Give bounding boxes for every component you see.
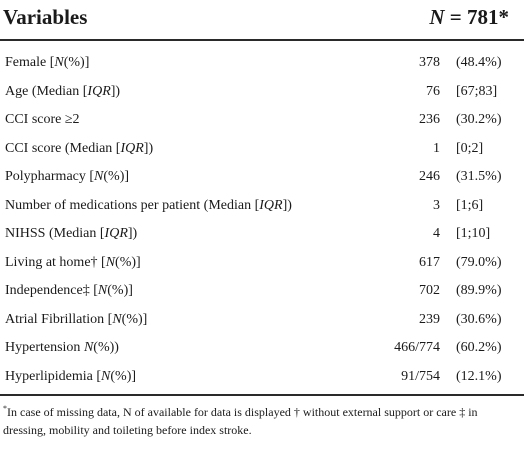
footnote-marker: * — [3, 404, 7, 413]
variable-text: Polypharmacy [ — [5, 169, 95, 184]
variable-suffix-text: ]) — [127, 226, 138, 241]
variable-suffix-text: ]) — [282, 197, 292, 213]
row-variable-label: Atrial Fibrillation [N(%)] — [5, 312, 147, 328]
row-value: 4 — [433, 226, 440, 241]
row-variable-label: Living at home† [N(%)] — [5, 255, 141, 271]
row-value: 236 — [419, 112, 440, 127]
row-percent: (79.0%) — [456, 254, 502, 270]
row-percent: (12.1%) — [456, 368, 502, 384]
row-percent: [0;2] — [456, 140, 484, 156]
row-value: 239 — [419, 311, 440, 327]
table-row: Independence‡ [N(%)] 702 (89.9%) — [0, 279, 524, 308]
row-variable-label: Polypharmacy [N(%)] — [5, 169, 129, 185]
table-row: Living at home† [N(%)] 617 (79.0%) — [0, 251, 524, 280]
variable-italic-text: IQR — [259, 197, 283, 213]
row-percent: [1;6] — [456, 197, 484, 213]
footnote-text: In case of missing data, N of available … — [3, 405, 478, 437]
variable-italic-text: N — [101, 368, 111, 384]
table-row: NIHSS (Median [IQR]) 4 [1;10] — [0, 222, 524, 251]
row-variable-label: Number of medications per patient (Media… — [5, 198, 292, 214]
row-value: 91/754 — [401, 368, 440, 384]
variable-italic-text: N — [112, 311, 122, 327]
variable-text: Living at home† [ — [5, 254, 106, 270]
variable-text: CCI score ≥2 — [5, 112, 80, 127]
row-percent: [1;10] — [456, 226, 491, 241]
table-row: Age (Median [IQR]) 76 [67;83] — [0, 80, 524, 109]
variable-italic-text: N — [54, 55, 64, 70]
variable-italic-text: IQR — [104, 226, 128, 241]
footer-rule — [0, 394, 524, 396]
row-value: 466/774 — [394, 340, 440, 355]
table-row: Hypertension N(%)) 466/774 (60.2%) — [0, 336, 524, 365]
row-value: 76 — [426, 83, 440, 99]
table-row: CCI score ≥2 236 (30.2%) — [0, 108, 524, 137]
variable-suffix-text: (%)] — [110, 368, 137, 384]
row-variable-label: Female [N(%)] — [5, 55, 89, 71]
variable-italic-text: IQR — [87, 83, 111, 99]
variable-italic-text: N — [105, 254, 116, 270]
row-value: 617 — [419, 254, 440, 270]
variable-suffix-text: (%)) — [93, 340, 119, 355]
row-variable-label: Age (Median [IQR]) — [5, 84, 120, 100]
row-percent: (30.6%) — [456, 311, 502, 327]
variable-suffix-text: (%)] — [63, 55, 90, 70]
variable-text: Number of medications per patient (Media… — [5, 197, 260, 213]
row-variable-label: Independence‡ [N(%)] — [5, 283, 133, 299]
n-value: = 781* — [444, 5, 509, 29]
variable-italic-text: IQR — [120, 140, 144, 156]
table-row: Atrial Fibrillation [N(%)] 239 (30.6%) — [0, 308, 524, 337]
variable-italic-text: N — [97, 283, 108, 298]
row-variable-label: NIHSS (Median [IQR]) — [5, 226, 137, 242]
table-row: Number of medications per patient (Media… — [0, 194, 524, 223]
header-rule — [0, 39, 524, 41]
variable-text: Hypertension — [5, 340, 84, 355]
table-row: Female [N(%)] 378 (48.4%) — [0, 51, 524, 80]
variable-text: Hyperlipidemia [ — [5, 368, 102, 384]
variable-text: Independence‡ [ — [5, 283, 98, 298]
table-row: CCI score (Median [IQR]) 1 [0;2] — [0, 137, 524, 166]
variables-column-header: Variables — [3, 5, 88, 29]
row-percent: (30.2%) — [456, 112, 502, 127]
table-row: Polypharmacy [N(%)] 246 (31.5%) — [0, 165, 524, 194]
row-value: 1 — [433, 140, 440, 156]
row-percent: [67;83] — [456, 83, 498, 99]
variable-text: CCI score (Median [ — [5, 140, 121, 156]
variable-italic-text: N — [83, 340, 94, 355]
row-percent: (89.9%) — [456, 283, 502, 298]
row-percent: (31.5%) — [456, 169, 502, 184]
table-footnote: *In case of missing data, N of available… — [3, 403, 521, 439]
variable-suffix-text: (%)] — [115, 254, 141, 270]
row-value: 246 — [419, 169, 440, 184]
variable-suffix-text: (%)] — [121, 311, 148, 327]
row-value: 3 — [433, 197, 440, 213]
variable-suffix-text: ]) — [110, 83, 121, 99]
row-variable-label: Hyperlipidemia [N(%)] — [5, 369, 136, 385]
variable-text: Age (Median [ — [5, 83, 88, 99]
variable-italic-text: N — [94, 169, 104, 184]
table-row: Hyperlipidemia [N(%)] 91/754 (12.1%) — [0, 365, 524, 394]
n-symbol: N — [429, 5, 445, 29]
variable-text: Female [ — [5, 55, 55, 70]
row-variable-label: CCI score (Median [IQR]) — [5, 141, 153, 157]
row-percent: (48.4%) — [456, 55, 502, 70]
row-value: 702 — [419, 283, 440, 298]
variable-suffix-text: (%)] — [103, 169, 130, 184]
variable-text: Atrial Fibrillation [ — [5, 311, 113, 327]
n-column-header: N = 781* — [429, 5, 509, 30]
variable-text: NIHSS (Median [ — [5, 226, 105, 241]
variable-suffix-text: (%)] — [107, 283, 133, 298]
row-variable-label: CCI score ≥2 — [5, 112, 80, 128]
row-variable-label: Hypertension N(%)) — [5, 340, 119, 356]
variable-suffix-text: ]) — [143, 140, 154, 156]
row-value: 378 — [419, 55, 440, 70]
table-header: Variables N = 781* — [0, 0, 524, 50]
table-body: Female [N(%)] 378 (48.4%) Age (Median [IQR]… — [0, 51, 524, 393]
row-percent: (60.2%) — [456, 340, 502, 355]
